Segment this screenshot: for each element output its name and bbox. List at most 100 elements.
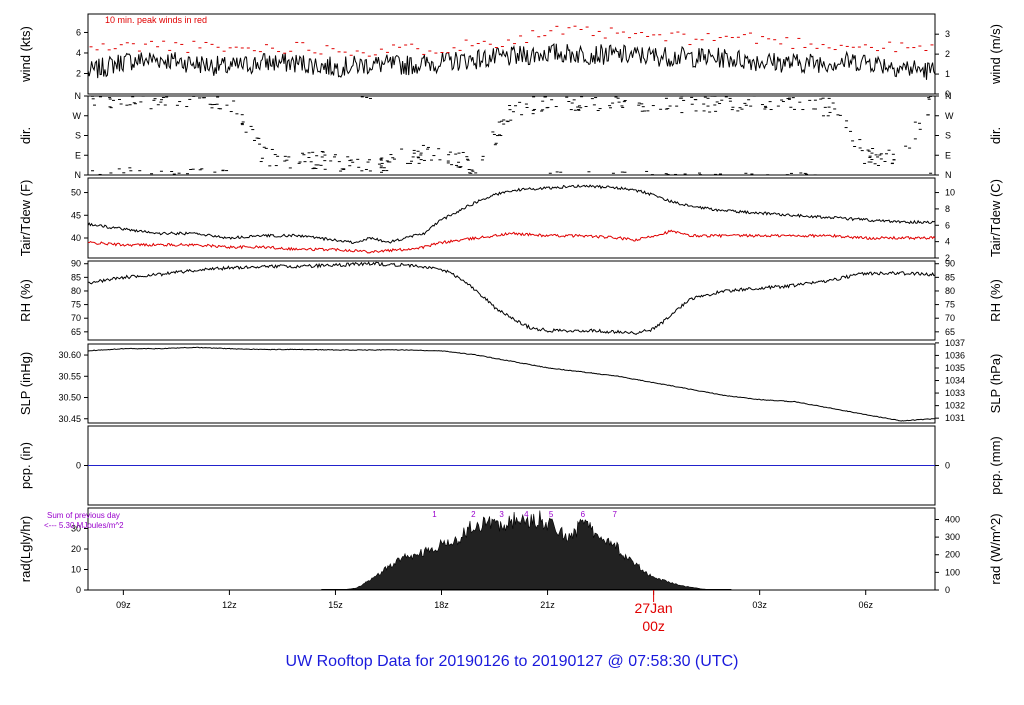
y-tick-label-left: 6 [76,27,81,37]
date-label: 27Jan [635,600,673,616]
y-tick-label-left: 30 [71,524,81,534]
y-tick-label-right: 3 [945,29,950,39]
peak-wind-annotation: 10 min. peak winds in red [105,15,207,25]
x-tick-label: 09z [116,600,131,610]
y-tick-label-right: 2 [945,253,950,263]
rad-hour-marker: 2 [471,510,476,519]
y-axis-label-left: rad(Lgly/hr) [18,516,33,582]
y-tick-label-right: 8 [945,204,950,214]
y-tick-label-left: 2 [76,68,81,78]
chart-title: UW Rooftop Data for 20190126 to 20190127… [286,653,739,670]
y-tick-label-right: 1036 [945,350,965,360]
y-tick-label-right: 1 [945,69,950,79]
y-tick-label-right: 80 [945,286,955,296]
y-axis-label-left: wind (kts) [18,26,33,83]
y-tick-label-right: 70 [945,313,955,323]
y-tick-label-right: 1035 [945,363,965,373]
panel-wind: wind (kts) 2 4 6 wind (m/s) 0 1 2 3 10 min. peak … [18,13,1003,99]
panel-rh: RH (%) 65 70 75 80 85 90 RH (%) 65 70 75 80 85 90 [18,259,1003,341]
y-tick-label-right: E [945,150,951,160]
y-tick-label-right: 85 [945,272,955,282]
y-tick-label-right: 10 [945,188,955,198]
y-tick-label-left: 90 [71,259,81,269]
y-tick-label-right: 0 [945,585,950,595]
y-axis-label-left: RH (%) [18,279,33,322]
rad-hour-marker: 6 [581,510,586,519]
y-tick-label-left: 45 [71,210,81,220]
series-rh-0 [88,261,936,335]
y-tick-label-left: 20 [71,544,81,554]
series-temp-0 [87,184,936,245]
y-tick-label-left: 30.50 [58,393,81,403]
y-tick-label-left: 4 [76,48,81,58]
panel-rad: rad(Lgly/hr) 0 10 20 30 rad (W/m^2) 0 100 200 300… [18,507,1003,595]
y-tick-label-left: W [73,111,82,121]
series-wind-line [87,42,936,80]
y-axis-label-left: pcp. (in) [18,442,33,489]
y-tick-label-left: 65 [71,327,81,337]
y-tick-label-left: 30.60 [58,350,81,360]
series-temp-1 [87,229,936,254]
y-tick-label-right: W [945,111,954,121]
x-axis: 09z 12z 15z 18z 21z 27Jan 00z 03z 06z [116,590,873,634]
x-tick-label: 15z [328,600,343,610]
y-tick-label-left: 80 [71,286,81,296]
y-tick-label-right: 0 [945,461,950,471]
y-axis-label-right: pcp. (mm) [988,436,1003,495]
rad-sum-annotation: Sum of previous day [47,511,120,520]
y-tick-label-right: 75 [945,300,955,310]
y-tick-label-right: N [945,170,952,180]
y-tick-label-right: 400 [945,514,960,524]
x-tick-label: 06z [858,600,873,610]
y-tick-label-right: N [945,91,952,101]
y-tick-label-right: 90 [945,259,955,269]
x-tick-label: 03z [752,600,767,610]
y-axis-label-left: SLP (inHg) [18,352,33,415]
y-tick-label-left: 0 [76,461,81,471]
y-tick-label-left: E [75,150,81,160]
y-tick-label-right: 0 [945,89,950,99]
y-axis-label-left: Tair/Tdew (F) [18,180,33,257]
y-axis-label-left: dir. [18,127,33,144]
panel-slp: SLP (inHg) 30.45 30.50 30.55 30.60 SLP (hPa) 1… [18,338,1003,424]
y-tick-label-left: 40 [71,233,81,243]
y-tick-label-left: 75 [71,300,81,310]
y-tick-label-right: 1031 [945,413,965,423]
series-rad-area [342,510,711,591]
rad-hour-marker: 4 [524,510,529,519]
series-slp-0 [87,346,935,422]
y-axis-label-right: dir. [988,127,1003,144]
y-axis-label-right: Tair/Tdew (C) [988,179,1003,257]
x-tick-label: 12z [222,600,237,610]
y-tick-label-left: N [75,170,82,180]
rad-hour-marker: 1 [432,510,437,519]
y-tick-label-right: 1032 [945,401,965,411]
panel-frame [87,13,936,95]
y-tick-label-right: 1037 [945,338,965,348]
panel-frame [87,343,936,424]
y-tick-label-left: S [75,131,81,141]
y-tick-label-right: 300 [945,532,960,542]
panel-frame [87,177,936,259]
y-tick-label-right: 6 [945,220,950,230]
x-tick-label: 18z [434,600,449,610]
rad-sum-value: <--- 5.30 MJoules/m^2 [44,521,124,530]
y-tick-label-right: 100 [945,567,960,577]
y-tick-label-right: 1033 [945,388,965,398]
y-tick-label-right: 65 [945,327,955,337]
y-tick-label-right: 4 [945,237,950,247]
y-tick-label-left: 30.45 [58,414,81,424]
y-tick-label-left: N [75,91,82,101]
date-sublabel: 00z [642,618,665,634]
panel-frame [87,260,936,341]
y-axis-label-right: rad (W/m^2) [988,513,1003,584]
y-tick-label-right: 1034 [945,376,965,386]
y-tick-label-left: 10 [71,565,81,575]
y-axis-label-right: RH (%) [988,279,1003,322]
y-tick-label-right: S [945,131,951,141]
y-tick-label-left: 0 [76,585,81,595]
y-tick-label-left: 85 [71,272,81,282]
y-tick-label-left: 50 [71,188,81,198]
y-tick-label-right: 2 [945,49,950,59]
